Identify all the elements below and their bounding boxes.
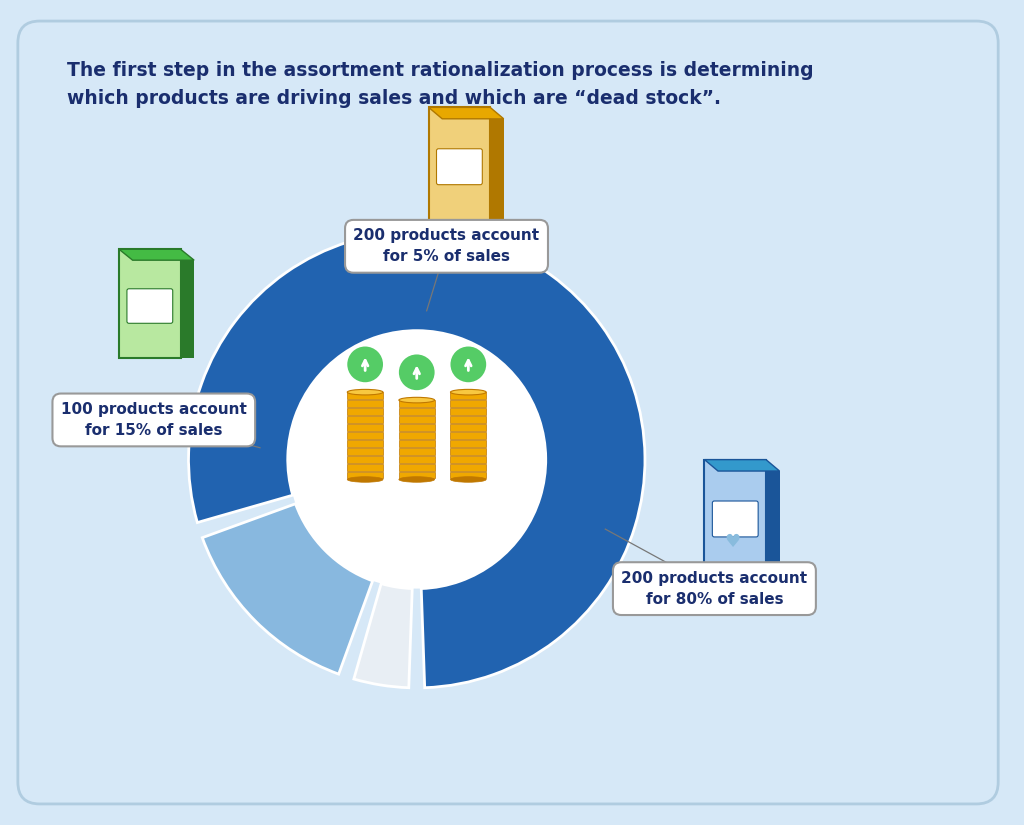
Bar: [347, 392, 383, 399]
Circle shape: [399, 355, 434, 390]
Bar: [399, 455, 434, 463]
Bar: [347, 416, 383, 423]
Bar: [766, 471, 779, 573]
Ellipse shape: [347, 389, 383, 395]
Bar: [347, 424, 383, 431]
Bar: [180, 260, 195, 358]
Bar: [399, 431, 434, 439]
Bar: [399, 416, 434, 423]
Bar: [347, 464, 383, 470]
Bar: [347, 448, 383, 455]
Bar: [347, 400, 383, 407]
Bar: [347, 440, 383, 446]
Ellipse shape: [451, 477, 486, 483]
Polygon shape: [119, 249, 195, 260]
Polygon shape: [705, 460, 779, 471]
Bar: [451, 416, 486, 423]
Bar: [451, 431, 486, 439]
Text: 200 products account
for 80% of sales: 200 products account for 80% of sales: [622, 571, 808, 606]
Bar: [399, 448, 434, 455]
Bar: [451, 424, 486, 431]
Circle shape: [451, 346, 486, 382]
Bar: [399, 424, 434, 431]
Bar: [347, 408, 383, 415]
Bar: [451, 464, 486, 470]
Ellipse shape: [451, 389, 486, 395]
Bar: [451, 472, 486, 478]
Wedge shape: [188, 232, 645, 688]
Bar: [399, 440, 434, 446]
Circle shape: [347, 346, 383, 382]
Ellipse shape: [347, 477, 383, 483]
Bar: [119, 249, 180, 358]
Bar: [705, 460, 766, 573]
Bar: [451, 448, 486, 455]
Bar: [451, 400, 486, 407]
Wedge shape: [203, 504, 373, 674]
Text: 100 products account
for 15% of sales: 100 products account for 15% of sales: [60, 402, 247, 438]
Ellipse shape: [399, 398, 434, 403]
FancyBboxPatch shape: [17, 21, 998, 804]
Text: The first step in the assortment rationalization process is determining
which pr: The first step in the assortment rationa…: [68, 61, 814, 108]
Bar: [451, 392, 486, 399]
Ellipse shape: [399, 477, 434, 483]
Text: ♥: ♥: [724, 533, 740, 551]
Bar: [399, 408, 434, 415]
Bar: [399, 472, 434, 478]
Bar: [347, 472, 383, 478]
Bar: [347, 431, 383, 439]
FancyBboxPatch shape: [436, 148, 482, 185]
Bar: [347, 455, 383, 463]
Bar: [399, 400, 434, 407]
Polygon shape: [429, 107, 504, 119]
Text: 200 products account
for 5% of sales: 200 products account for 5% of sales: [353, 229, 540, 264]
Bar: [399, 464, 434, 470]
Wedge shape: [354, 583, 413, 688]
Bar: [429, 107, 490, 221]
FancyBboxPatch shape: [713, 501, 758, 537]
Bar: [451, 408, 486, 415]
Bar: [451, 455, 486, 463]
Circle shape: [288, 331, 546, 588]
Bar: [451, 440, 486, 446]
Bar: [490, 119, 504, 221]
FancyBboxPatch shape: [127, 289, 173, 323]
